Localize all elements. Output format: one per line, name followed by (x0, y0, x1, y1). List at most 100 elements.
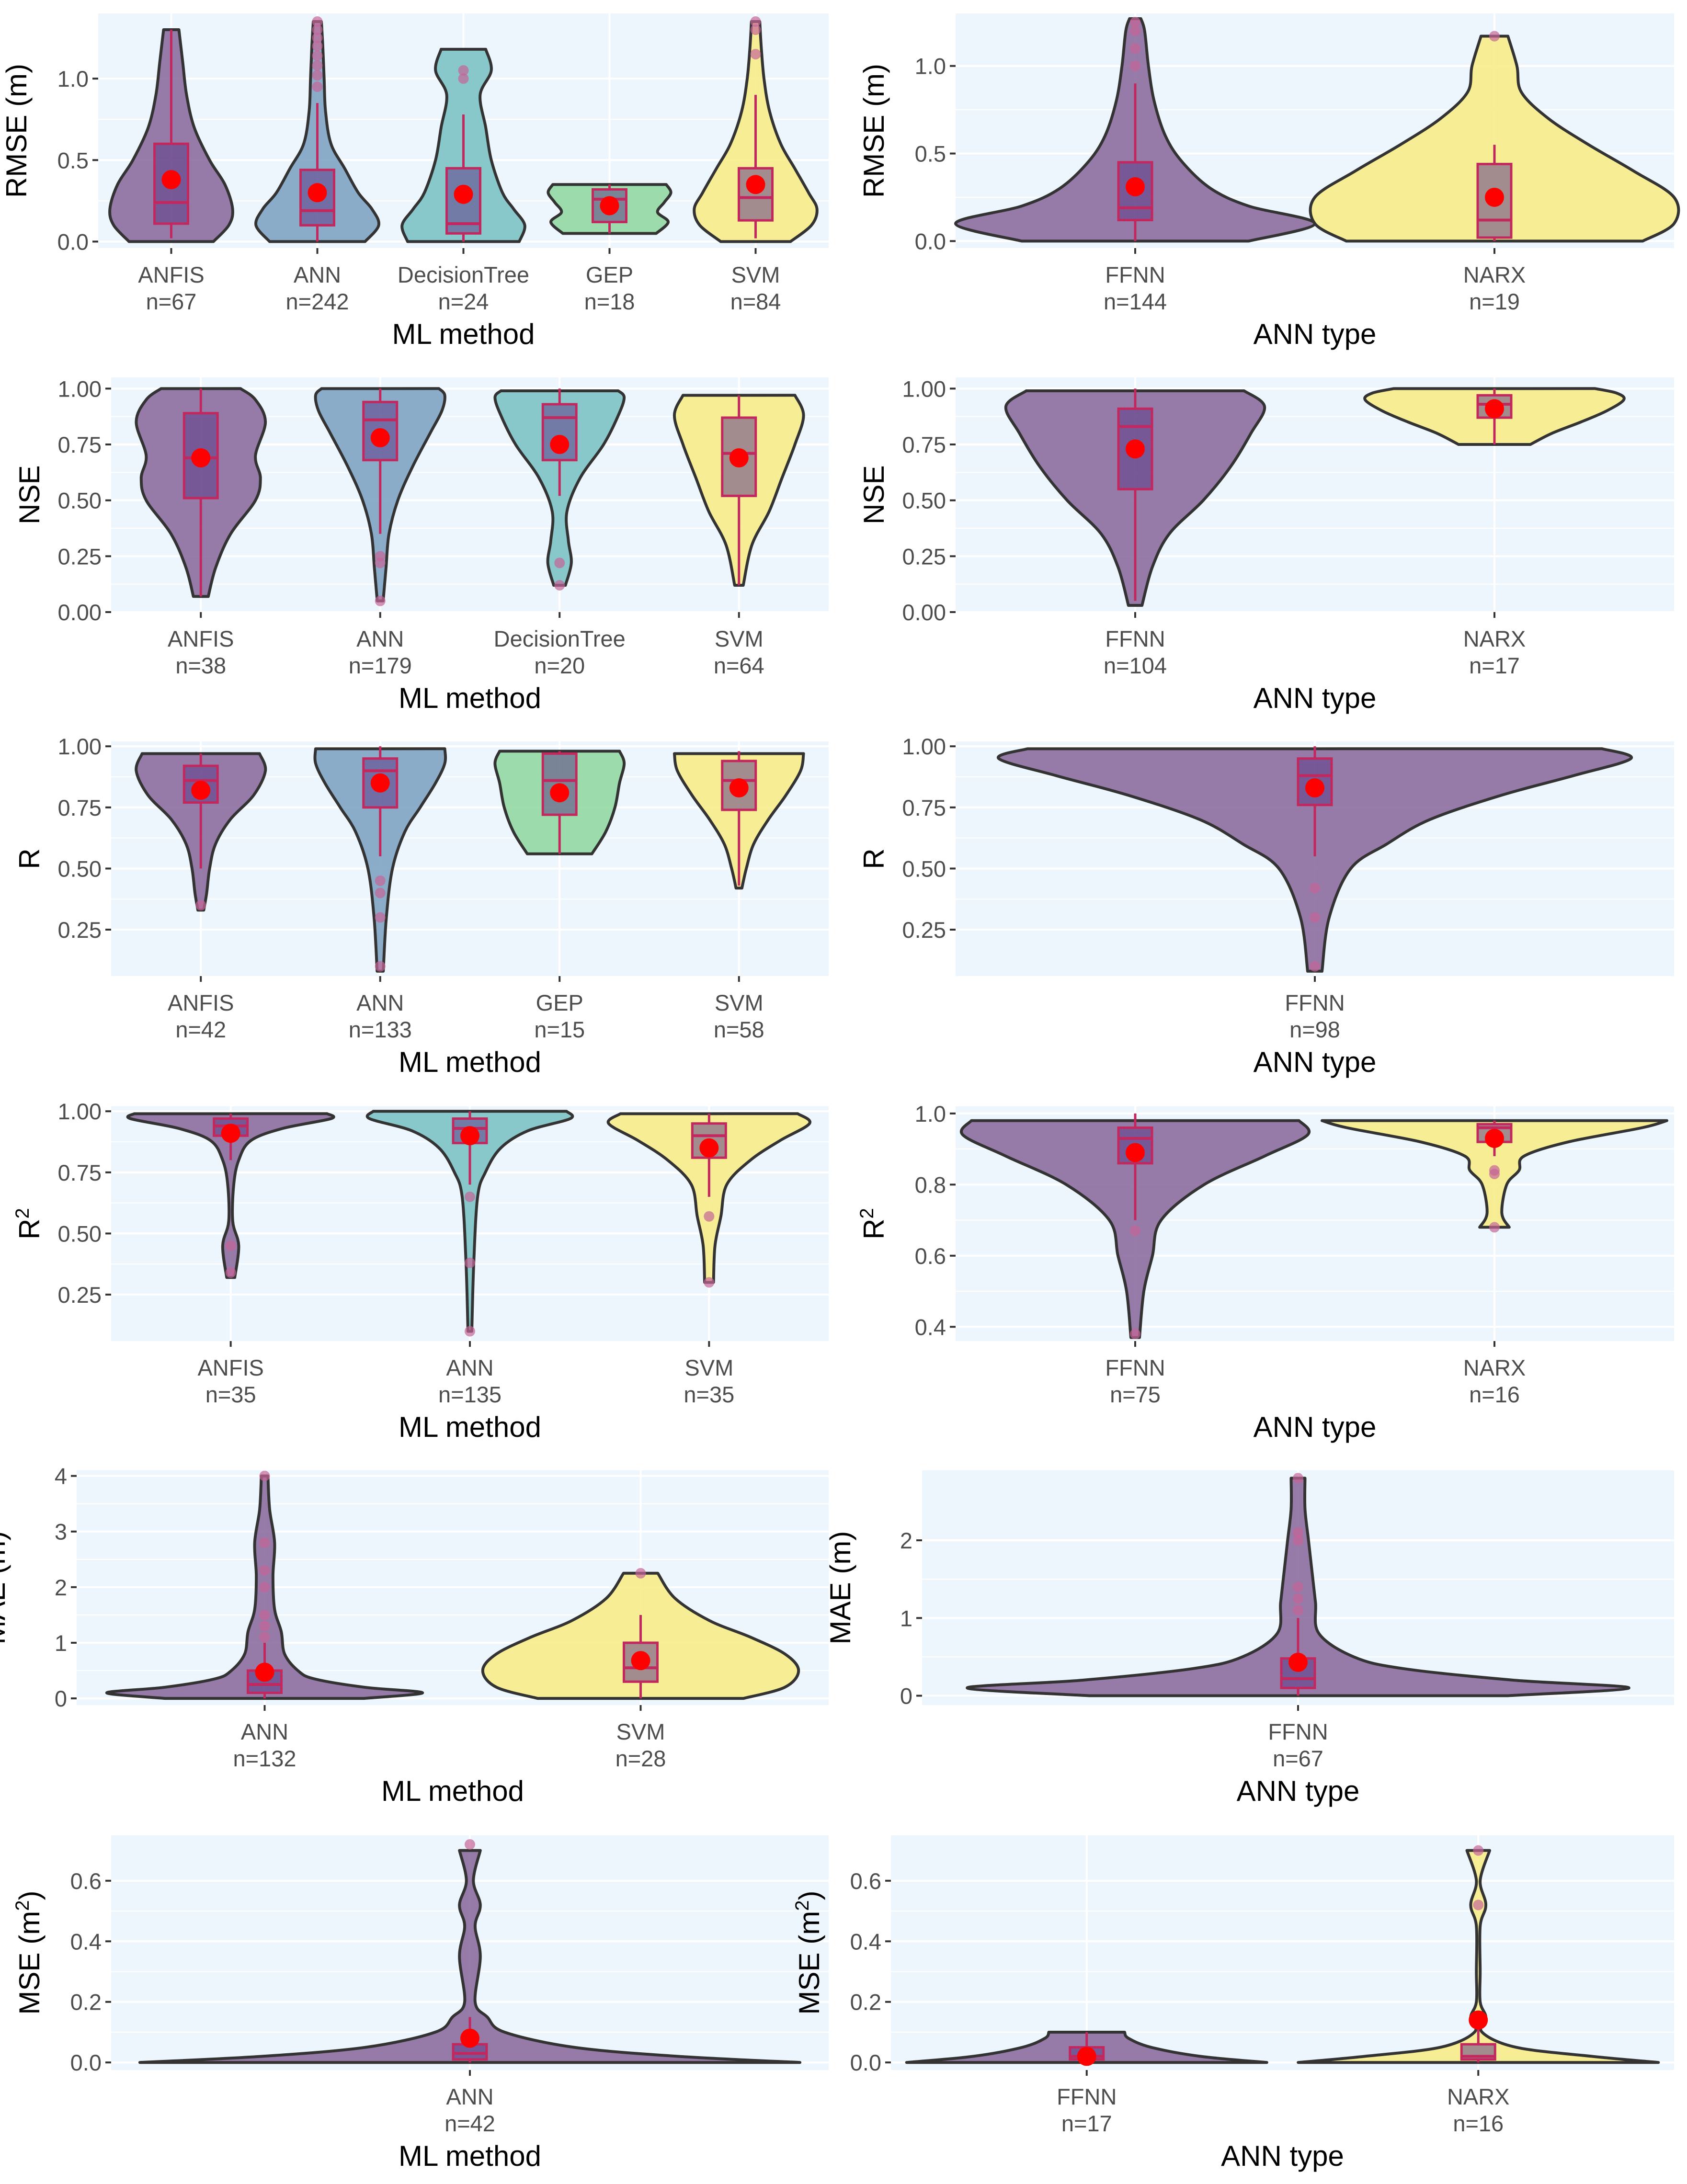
y-tick-label: 0.75 (58, 795, 102, 820)
y-axis-title: MSE (m2) (792, 1891, 825, 2015)
outlier-point (1489, 1169, 1500, 1180)
outlier-point (554, 557, 565, 569)
y-tick-label: 0.25 (58, 917, 102, 943)
outlier-point (704, 1211, 715, 1222)
outlier-point (465, 1326, 475, 1337)
y-tick-label: 0 (55, 1686, 67, 1711)
outlier-point (750, 16, 761, 27)
x-tick-count: n=75 (1110, 1382, 1161, 1407)
y-axis-title: MSE (m2) (12, 1891, 46, 2015)
x-tick-count: n=67 (146, 289, 197, 314)
mean-point (191, 781, 211, 800)
y-tick-label: 1.00 (902, 376, 946, 401)
mean-point (1288, 1652, 1308, 1672)
y-axis-title: NSE (858, 465, 890, 524)
y-tick-label: 1 (55, 1630, 67, 1656)
group-narx (1321, 1119, 1668, 1233)
x-tick-count: n=28 (616, 1746, 666, 1771)
panel-background (891, 1835, 1674, 2070)
group-ann (313, 746, 447, 973)
y-axis-title: MAE (m) (0, 1531, 11, 1645)
x-axis-title: ANN type (1254, 1411, 1377, 1443)
outlier-point (312, 70, 323, 81)
x-tick-count: n=64 (714, 653, 764, 678)
group-anfis (126, 1112, 335, 1279)
outlier-point (1310, 883, 1320, 894)
group-ffnn (905, 2030, 1268, 2066)
outlier-point (312, 81, 323, 92)
group-svm (481, 1568, 800, 1700)
outlier-point (312, 33, 323, 44)
group-ffnn (996, 746, 1633, 973)
outlier-point (375, 875, 386, 886)
outlier-point (554, 580, 565, 591)
y-axis-title: RMSE (m) (858, 64, 890, 198)
x-tick-count: n=17 (1469, 653, 1520, 678)
outlier-point (1130, 60, 1140, 71)
group-ffnn (960, 1113, 1311, 1340)
x-tick-label: SVM (731, 262, 780, 287)
outlier-point (465, 1257, 475, 1268)
x-tick-label: SVM (616, 1719, 665, 1744)
group-anfis (135, 387, 267, 598)
y-tick-label: 0.6 (850, 1868, 881, 1894)
outlier-point (1293, 1527, 1303, 1538)
x-tick-label: FFNN (1105, 1355, 1165, 1380)
y-tick-label: 0.0 (850, 2050, 881, 2075)
group-anfis (108, 28, 234, 243)
y-tick-label: 0.4 (850, 1929, 881, 1954)
outlier-point (259, 1581, 270, 1592)
x-tick-count: n=42 (175, 1017, 226, 1042)
x-tick-label: ANFIS (168, 990, 234, 1015)
y-tick-label: 0.5 (915, 141, 946, 167)
y-axis-title: R2 (12, 1208, 46, 1240)
x-tick-label: FFNN (1057, 2084, 1117, 2109)
x-tick-label: SVM (684, 1355, 733, 1380)
violin-svm (606, 1112, 811, 1284)
y-tick-label: 0.5 (57, 148, 89, 173)
x-tick-count: n=35 (205, 1382, 256, 1407)
x-tick-label: ANN (356, 626, 404, 651)
y-tick-label: 0.75 (902, 795, 946, 820)
group-svm (693, 16, 819, 243)
group-ann (105, 1470, 424, 1700)
y-tick-label: 1.0 (57, 66, 89, 91)
violin-ann (138, 1849, 802, 2064)
mean-point (308, 183, 327, 203)
mean-point (1485, 187, 1504, 207)
y-tick-label: 0.75 (902, 432, 946, 457)
y-tick-label: 0.2 (70, 1990, 102, 2015)
outlier-point (1489, 1222, 1500, 1233)
x-tick-count: n=15 (534, 1017, 585, 1042)
outlier-point (1130, 1225, 1140, 1236)
y-tick-label: 2 (55, 1575, 67, 1600)
outlier-point (1130, 43, 1140, 54)
y-tick-label: 0.25 (902, 544, 946, 569)
mean-point (370, 773, 390, 793)
x-tick-label: ANFIS (197, 1355, 263, 1380)
x-tick-count: n=24 (438, 289, 489, 314)
outlier-point (750, 49, 761, 60)
x-tick-label: FFNN (1268, 1719, 1328, 1744)
y-tick-label: 0.6 (70, 1868, 102, 1894)
y-tick-label: 1.00 (58, 734, 102, 759)
y-tick-label: 0.50 (902, 488, 946, 513)
mean-point (460, 2028, 479, 2048)
x-tick-count: n=179 (349, 653, 412, 678)
x-tick-count: n=104 (1104, 653, 1167, 678)
x-tick-label: ANFIS (168, 626, 234, 651)
mean-point (600, 196, 619, 216)
group-decisiontree (400, 47, 526, 243)
x-tick-label: DecisionTree (398, 262, 529, 287)
outlier-point (1293, 1581, 1303, 1592)
x-tick-label: ANN (241, 1719, 288, 1744)
y-tick-label: 0.50 (902, 856, 946, 881)
y-tick-label: 0.25 (58, 1282, 102, 1308)
y-tick-label: 0.25 (58, 544, 102, 569)
y-tick-label: 1.00 (58, 376, 102, 401)
mean-point (191, 448, 211, 467)
